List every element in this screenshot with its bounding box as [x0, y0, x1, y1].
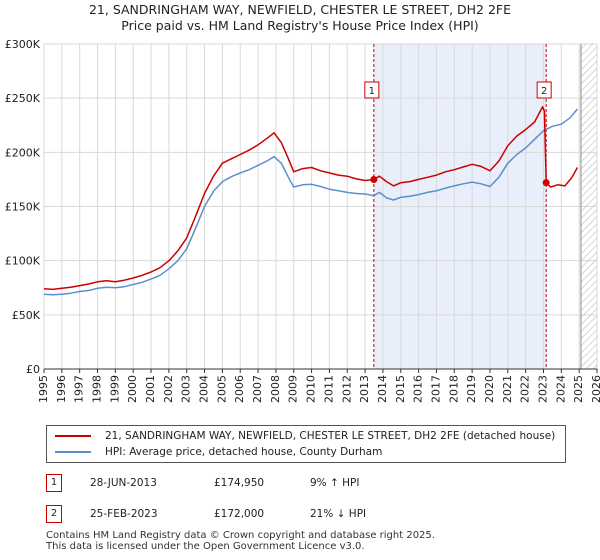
x-tick-label: 2005	[215, 375, 228, 403]
x-tick-label: 2020	[483, 375, 496, 403]
series-line-hpi	[44, 108, 578, 296]
x-tick-label: 2006	[233, 375, 246, 403]
transaction-date: 28-JUN-2013	[90, 477, 157, 489]
sale-point	[542, 179, 550, 187]
forecast-hatch	[580, 44, 597, 369]
sale-label-box	[364, 81, 380, 99]
x-tick-label: 2026	[590, 375, 600, 403]
y-tick-label: £0	[26, 363, 40, 376]
series-line-property	[44, 106, 579, 291]
x-tick-label: 2019	[465, 375, 478, 403]
sale-label: 2	[541, 86, 547, 97]
x-tick-label: 2017	[429, 375, 442, 403]
y-tick-label: £50K	[12, 309, 41, 322]
x-tick-label: 2025	[572, 375, 585, 403]
x-tick-label: 2008	[269, 375, 282, 403]
transaction-hpi: 21% ↓ HPI	[310, 508, 367, 520]
footer-line-2: This data is licensed under the Open Gov…	[46, 541, 365, 552]
x-tick-label: 2004	[198, 375, 211, 403]
legend-label-property: 21, SANDRINGHAM WAY, NEWFIELD, CHESTER L…	[105, 430, 556, 442]
transaction-badge: 2	[46, 505, 62, 523]
transaction-date: 25-FEB-2023	[90, 508, 158, 520]
transaction-price: £172,000	[214, 508, 265, 520]
x-tick-label: 1998	[91, 375, 104, 403]
y-tick-label: £150K	[5, 201, 41, 214]
x-tick-label: 2007	[251, 375, 264, 403]
chart-title: 21, SANDRINGHAM WAY, NEWFIELD, CHESTER L…	[88, 2, 512, 17]
sale-label-box	[536, 81, 552, 99]
legend-item-property: 21, SANDRINGHAM WAY, NEWFIELD, CHESTER L…	[55, 428, 555, 444]
x-tick-label: 2023	[536, 375, 549, 403]
price-chart: 1 2 £0 £50K £100K £150K £200K £250K £300K 1995 19…	[5, 38, 600, 403]
transaction-badge: 1	[46, 474, 62, 492]
x-tick-label: 2022	[519, 375, 532, 403]
footer-line-1: Contains HM Land Registry data © Crown c…	[46, 530, 435, 541]
y-tick-label: £100K	[5, 255, 41, 268]
transaction-hpi: 9% ↑ HPI	[310, 477, 360, 489]
x-tick-label: 2018	[447, 375, 460, 403]
x-tick-label: 2024	[554, 375, 567, 403]
x-tick-label: 1995	[37, 375, 50, 403]
x-tick-label: 2013	[358, 375, 371, 403]
y-tick-label: £250K	[5, 92, 41, 105]
x-tick-label: 2003	[180, 375, 193, 403]
legend-swatch-hpi	[55, 451, 91, 453]
x-tick-label: 2014	[376, 375, 389, 403]
x-tick-label: 2012	[340, 375, 353, 403]
chart-title-block: 21, SANDRINGHAM WAY, NEWFIELD, CHESTER L…	[0, 2, 600, 34]
x-tick-label: 2009	[287, 375, 300, 403]
x-tick-label: 2016	[412, 375, 425, 403]
x-tick-label: 2021	[501, 375, 514, 403]
transaction-price: £174,950	[214, 477, 265, 489]
legend: 21, SANDRINGHAM WAY, NEWFIELD, CHESTER L…	[46, 425, 566, 463]
legend-label-hpi: HPI: Average price, detached house, Coun…	[105, 446, 383, 458]
legend-item-hpi: HPI: Average price, detached house, Coun…	[55, 444, 382, 460]
sale-point	[370, 175, 378, 183]
chart-subtitle: Price paid vs. HM Land Registry's House …	[121, 18, 479, 33]
x-tick-label: 2002	[162, 375, 175, 403]
x-tick-label: 1999	[108, 375, 121, 403]
x-tick-label: 2001	[144, 375, 157, 403]
x-tick-label: 1997	[73, 375, 86, 403]
x-tick-label: 1996	[55, 375, 68, 403]
y-tick-label: £200K	[5, 146, 41, 159]
x-tick-label: 2010	[305, 375, 318, 403]
x-tick-label: 2011	[322, 375, 335, 403]
x-tick-label: 2015	[394, 375, 407, 403]
x-tick-label: 2000	[126, 375, 139, 403]
legend-swatch-property	[55, 435, 91, 437]
y-tick-label: £300K	[5, 38, 41, 51]
sale-label: 1	[369, 86, 375, 97]
footer: Contains HM Land Registry data © Crown c…	[46, 530, 435, 552]
